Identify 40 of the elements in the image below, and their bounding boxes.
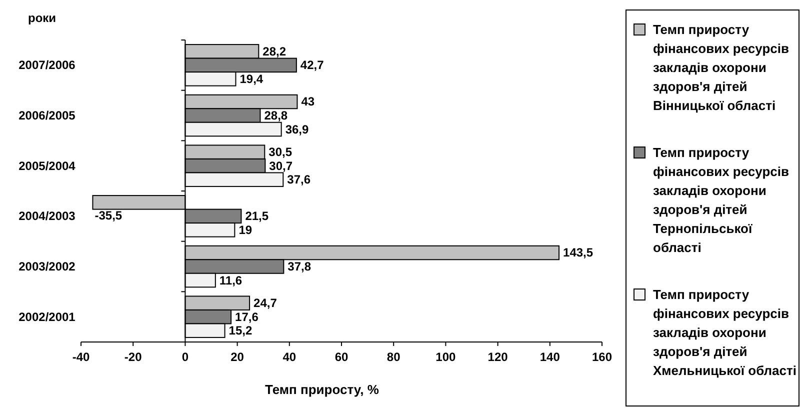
x-tick-label: -40 bbox=[72, 350, 90, 364]
data-label: 30,7 bbox=[269, 158, 293, 173]
legend-label: Темп приросту фінансових ресурсів закладів охорони здоров'я дітей Вінницької області bbox=[653, 22, 789, 113]
data-label: 30,5 bbox=[268, 145, 292, 160]
data-label: 42,7 bbox=[300, 58, 324, 72]
legend-label: Темп приросту фінансових ресурсів закладів охорони здоров'я дітей Тернопільської області bbox=[653, 145, 789, 255]
x-tick-label: 40 bbox=[282, 350, 296, 364]
x-tick-label: 160 bbox=[592, 350, 612, 364]
data-label: 37,6 bbox=[287, 172, 311, 187]
x-tick-label: -20 bbox=[124, 350, 142, 364]
x-tick-label: 140 bbox=[540, 350, 560, 364]
data-label: 15,2 bbox=[228, 324, 252, 338]
data-label: 43 bbox=[301, 94, 315, 109]
data-label: -35,5 bbox=[94, 208, 122, 222]
data-label: 28,8 bbox=[264, 108, 288, 122]
x-tick-label: 0 bbox=[182, 350, 189, 364]
x-tick-label: 120 bbox=[488, 350, 508, 364]
x-tick-label: 20 bbox=[230, 350, 244, 364]
y-tick-label: 2006/2005 bbox=[18, 108, 76, 122]
data-label: 21,5 bbox=[245, 209, 269, 224]
x-tick-label: 100 bbox=[436, 350, 456, 364]
data-label: 11,6 bbox=[219, 273, 242, 288]
data-label: 17,6 bbox=[235, 310, 259, 324]
data-label: 143,5 bbox=[563, 246, 594, 260]
y-tick-label: 2005/2004 bbox=[18, 158, 76, 173]
legend-label: Темп приросту фінансових ресурсів закладів охорони здоров'я дітей Хмельницької області bbox=[653, 287, 796, 378]
y-tick-label: 2004/2003 bbox=[18, 209, 76, 224]
data-label: 28,2 bbox=[262, 44, 286, 58]
data-label: 24,7 bbox=[254, 296, 278, 310]
data-label: 36,9 bbox=[285, 122, 310, 136]
y-tick-label: 2003/2002 bbox=[18, 260, 76, 274]
x-tick-label: 60 bbox=[334, 350, 348, 364]
y-axis-title: роки bbox=[28, 11, 56, 25]
y-tick-label: 2007/2006 bbox=[18, 58, 76, 72]
y-tick-label: 2002/2001 bbox=[18, 310, 76, 324]
x-axis-title: Темп приросту, % bbox=[265, 382, 380, 397]
data-label: 19 bbox=[238, 222, 252, 237]
data-label: 37,8 bbox=[288, 260, 312, 274]
x-tick-label: 80 bbox=[386, 350, 401, 364]
data-label: 19,4 bbox=[240, 72, 264, 86]
